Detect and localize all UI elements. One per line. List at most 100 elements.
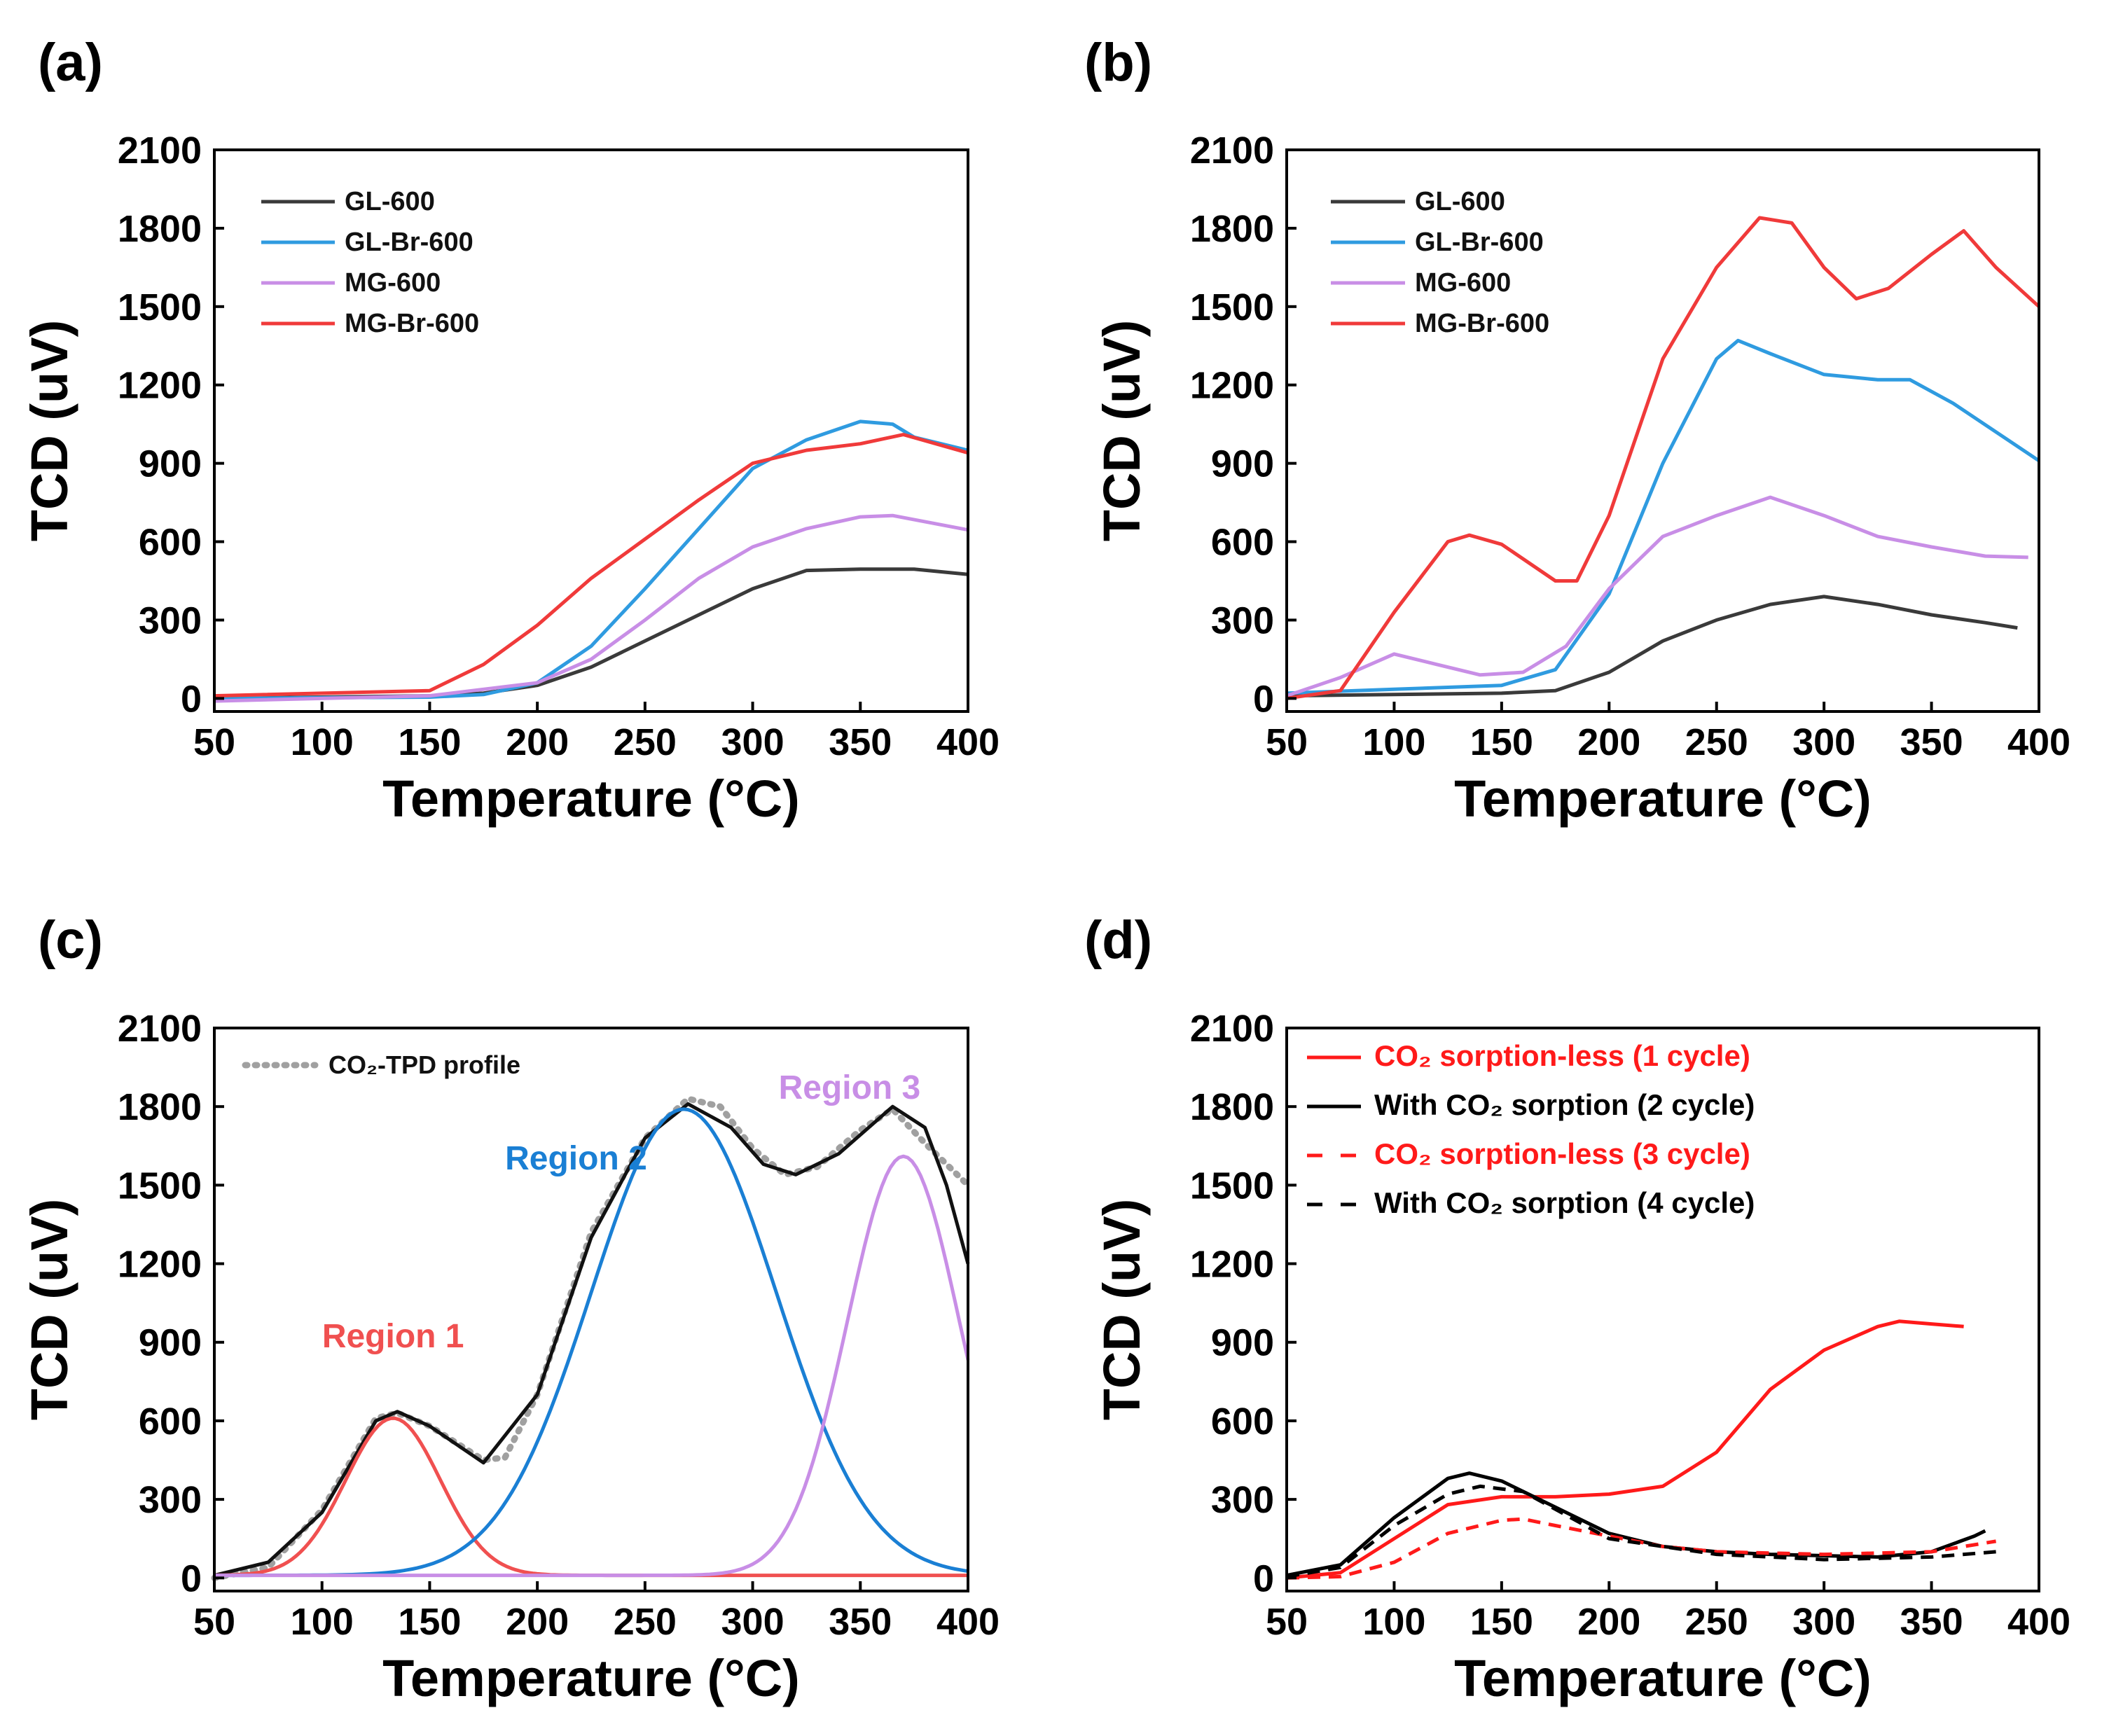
- x-tick-label: 300: [1792, 721, 1855, 763]
- legend-label: CO₂ sorption-less (3 cycle): [1374, 1137, 1750, 1170]
- plot-area: [1286, 216, 2040, 700]
- legend: GL-600 GL-Br-600 MG-600 MG-Br-600: [261, 187, 479, 338]
- x-tick-label: 250: [614, 1601, 677, 1643]
- legend-label: GL-Br-600: [345, 228, 473, 257]
- series-line-region-3: [214, 1154, 970, 1578]
- y-tick-label: 0: [1253, 1557, 1274, 1599]
- y-tick-label: 1800: [118, 1086, 202, 1128]
- x-tick-label: 400: [2007, 1601, 2070, 1643]
- x-tick-label: 300: [721, 1601, 784, 1643]
- annotation-label: Region 1: [322, 1318, 464, 1355]
- y-tick-label: 600: [1211, 1401, 1274, 1443]
- x-tick-label: 100: [291, 1601, 354, 1643]
- series-line-mg-600: [214, 513, 969, 703]
- y-tick-label: 300: [139, 599, 202, 641]
- plot-area: [214, 419, 969, 703]
- legend-label: GL-600: [345, 187, 435, 216]
- y-tick-label: 1500: [118, 286, 202, 328]
- series-line-mg-br-600: [214, 433, 969, 698]
- x-tick-label: 400: [936, 1601, 1000, 1643]
- y-tick-label: 900: [1211, 443, 1274, 485]
- x-tick-label: 200: [1577, 1601, 1640, 1643]
- series-line-co-sorption-less-1-cycle-: [1286, 1319, 1964, 1580]
- annotation-label: Region 2: [505, 1140, 647, 1177]
- x-tick-label: 400: [2007, 721, 2070, 763]
- y-tick-label: 900: [1211, 1322, 1274, 1364]
- x-tick-label: 100: [1362, 1601, 1425, 1643]
- legend-label: With CO₂ sorption (4 cycle): [1374, 1186, 1755, 1219]
- plot-area: [211, 1095, 972, 1581]
- annotation-label: Region 3: [779, 1069, 921, 1106]
- y-tick-label: 2100: [1190, 130, 1274, 172]
- x-tick-label: 300: [1792, 1601, 1855, 1643]
- series-line-gl-br-600: [214, 419, 969, 700]
- x-tick-label: 300: [721, 721, 784, 763]
- y-tick-label: 1500: [118, 1165, 202, 1207]
- legend-label: MG-600: [1415, 268, 1511, 298]
- series-line-mg-br-600: [1286, 216, 2040, 700]
- x-tick-label: 250: [1685, 721, 1748, 763]
- x-tick-label: 100: [291, 721, 354, 763]
- y-tick-label: 600: [139, 1401, 202, 1443]
- legend: GL-600 GL-Br-600 MG-600 MG-Br-600: [1331, 187, 1549, 338]
- x-tick-label: 350: [1900, 721, 1963, 763]
- x-tick-label: 400: [936, 721, 1000, 763]
- y-tick-label: 600: [1211, 522, 1274, 564]
- y-tick-label: 0: [1253, 678, 1274, 720]
- panel-label: (b): [1084, 33, 1152, 92]
- x-tick-label: 150: [398, 1601, 461, 1643]
- y-tick-label: 1800: [118, 208, 202, 250]
- x-tick-label: 50: [1266, 721, 1308, 763]
- y-tick-label: 1200: [118, 1244, 202, 1286]
- x-tick-label: 150: [398, 721, 461, 763]
- legend: CO₂ sorption-less (1 cycle) With CO₂ sorp…: [1307, 1039, 1755, 1219]
- y-axis-title: TCD (uV): [20, 320, 78, 542]
- x-tick-label: 200: [506, 1601, 569, 1643]
- x-tick-label: 250: [1685, 1601, 1748, 1643]
- y-tick-label: 900: [139, 443, 202, 485]
- x-axis-title: Temperature (°C): [382, 770, 800, 828]
- x-tick-label: 150: [1470, 1601, 1533, 1643]
- legend-label: MG-Br-600: [345, 309, 479, 338]
- y-tick-label: 2100: [118, 1008, 202, 1050]
- panel-label: (c): [38, 910, 103, 970]
- y-axis-title: TCD (uV): [20, 1199, 78, 1421]
- x-tick-label: 350: [1900, 1601, 1963, 1643]
- y-tick-label: 600: [139, 522, 202, 564]
- legend-label: GL-600: [1415, 187, 1505, 216]
- x-tick-label: 200: [1577, 721, 1640, 763]
- y-tick-label: 300: [1211, 1479, 1274, 1521]
- y-tick-label: 2100: [118, 130, 202, 172]
- legend-label: With CO₂ sorption (2 cycle): [1374, 1088, 1755, 1121]
- plot-area: [1286, 1319, 1997, 1580]
- x-tick-label: 100: [1362, 721, 1425, 763]
- series-line-gl-br-600: [1286, 338, 2040, 695]
- chart-panel-d: (d) 50 100 150 200 250 300 350 400 0 300 600 900 1200…: [1084, 910, 2070, 1707]
- axes-frame: [1285, 1027, 2040, 1592]
- panel-label: (a): [38, 33, 103, 92]
- series-line-co-sorption-less-3-cycle-: [1286, 1517, 1997, 1580]
- x-axis-title: Temperature (°C): [1454, 1649, 1872, 1707]
- x-tick-label: 50: [1266, 1601, 1308, 1643]
- y-tick-label: 300: [139, 1479, 202, 1521]
- series-line-gl-600: [214, 567, 969, 700]
- x-tick-label: 350: [829, 1601, 892, 1643]
- y-tick-label: 0: [181, 1557, 202, 1599]
- chart-panel-b: (b) 50 100 150 200 250 300 350 400 0 300 600 900 1200…: [1084, 33, 2070, 828]
- legend-label: CO₂-TPD profile: [329, 1050, 520, 1079]
- y-axis-title: TCD (uV): [1093, 320, 1151, 542]
- series-line-fit: [214, 1102, 970, 1578]
- y-tick-label: 1200: [1190, 365, 1274, 407]
- legend-label: MG-600: [345, 268, 441, 298]
- series-line-mg-600: [1286, 495, 2028, 697]
- chart-panel-c: (c) 50 100 150 200 250 300 350 400 0 300 600 900 1200…: [20, 910, 1000, 1707]
- axes-frame: [1285, 148, 2040, 713]
- series-line-gl-600: [1286, 595, 2018, 698]
- x-tick-label: 350: [829, 721, 892, 763]
- y-tick-label: 2100: [1190, 1008, 1274, 1050]
- y-tick-label: 1500: [1190, 286, 1274, 328]
- legend-label: CO₂ sorption-less (1 cycle): [1374, 1039, 1750, 1072]
- series-line-with-co-sorption-4-cycle-: [1286, 1484, 1996, 1578]
- y-tick-label: 0: [181, 678, 202, 720]
- axes-frame: [213, 148, 969, 713]
